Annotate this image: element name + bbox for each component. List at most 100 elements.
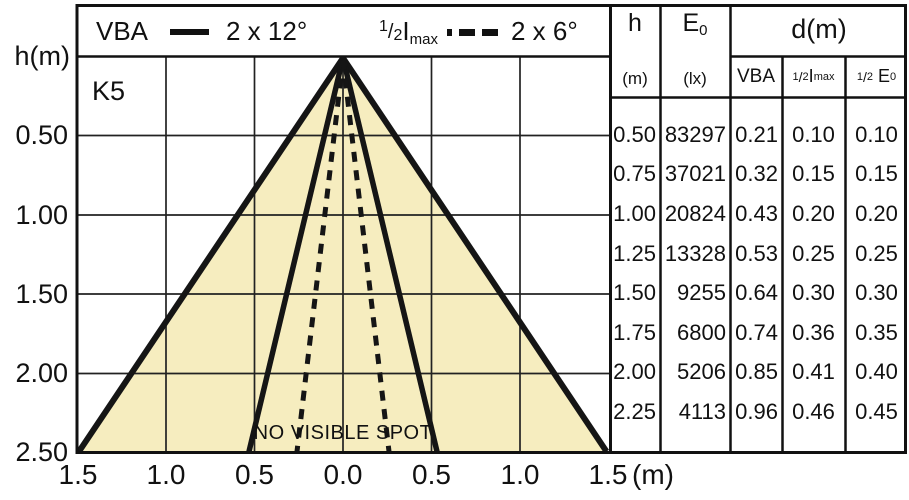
table-cell: 0.25 xyxy=(855,240,898,266)
e0-base: E xyxy=(878,66,891,86)
legend-dashed-line-swatch xyxy=(447,29,498,36)
table-cell: 2.25 xyxy=(613,398,656,424)
table-cell: 0.36 xyxy=(792,319,835,345)
table-cell: 0.30 xyxy=(792,280,835,306)
y-tick: 1.00 xyxy=(15,200,68,230)
legend-vba-angle: 2 x 12° xyxy=(226,16,308,46)
table-cell: 0.46 xyxy=(792,398,835,424)
y-tick: 1.50 xyxy=(15,279,68,309)
no-visible-spot-annotation: NO VISIBLE SPOT xyxy=(253,422,433,444)
header-e0: E0 xyxy=(682,9,707,39)
x-tick: 1.5 xyxy=(588,459,628,490)
x-tick: 1.5 xyxy=(58,459,98,490)
table-cell: 0.75 xyxy=(613,161,656,187)
frac-slash: / xyxy=(862,68,867,85)
frac-sup: 1 xyxy=(856,70,863,83)
dash-dot xyxy=(447,29,452,36)
e0-subscript: 0 xyxy=(890,70,897,83)
table-spacer xyxy=(730,98,782,115)
table-cell: 0.40 xyxy=(855,359,898,385)
table-cell: 2.00 xyxy=(613,359,656,385)
vba-line-right xyxy=(340,57,440,453)
header-h: h xyxy=(628,9,642,37)
table-cell: 0.15 xyxy=(855,161,898,187)
table-cell: 1.75 xyxy=(613,319,656,345)
e-subscript: 0 xyxy=(699,22,708,39)
table-cell: 9255 xyxy=(677,280,726,306)
table-cell: 0.25 xyxy=(792,240,835,266)
outer-border xyxy=(75,4,907,454)
subheader-half-e0: 1/2 E 0 xyxy=(845,55,908,98)
beam-edge-right xyxy=(340,56,609,454)
x-tick: 0.0 xyxy=(323,459,363,490)
e-base: E xyxy=(682,9,700,37)
y-tick: 2.00 xyxy=(15,358,68,388)
col-header-dm: d(m) xyxy=(791,14,847,44)
frac-sup: 1 xyxy=(792,70,799,83)
table-cell: 4113 xyxy=(678,398,726,424)
vba-beam-lines xyxy=(246,57,440,453)
y-tick: 2.50 xyxy=(15,437,68,467)
dash-segment xyxy=(459,29,475,36)
table-cell: 20824 xyxy=(664,200,726,226)
beam-edge-left xyxy=(76,56,346,454)
table-cell: 0.50 xyxy=(613,121,656,147)
frac-sup: 1 xyxy=(379,18,388,35)
table-cell: 0.21 xyxy=(735,121,778,147)
table-spacer xyxy=(782,98,845,115)
frame-lines xyxy=(75,4,907,454)
table-cell: 0.10 xyxy=(792,121,835,147)
x-tick: 1.0 xyxy=(500,459,540,490)
table-cell: 0.85 xyxy=(735,359,778,385)
table-cell: 6800 xyxy=(677,319,726,345)
imax-subscript: max xyxy=(409,31,438,48)
legend-imax-angle: 2 x 6° xyxy=(511,16,578,46)
header-h-unit: (m) xyxy=(622,69,648,88)
legend-vba-label: VBA xyxy=(96,16,149,46)
imax-subscript: max xyxy=(813,70,835,83)
frac-slash: / xyxy=(387,21,394,43)
table-cell: 0.30 xyxy=(855,280,898,306)
table-cell: 0.64 xyxy=(735,280,778,306)
table-cell: 1.00 xyxy=(613,200,656,226)
table-cell: 1.25 xyxy=(613,240,656,266)
legend-half-imax-label: 1/2Imax xyxy=(379,16,438,48)
frac-denominator: 2 xyxy=(866,70,873,83)
y-tick: 0.50 xyxy=(15,120,68,150)
table-cell: 0.96 xyxy=(735,398,778,424)
table-cell: 0.10 xyxy=(855,121,898,147)
x-tick: 0.5 xyxy=(412,459,451,490)
lens-code-label: K5 xyxy=(92,76,126,106)
col-header-e0: E0 (lx) xyxy=(660,4,730,98)
table-cell: 0.35 xyxy=(855,319,898,345)
table-cell: 1.50 xyxy=(613,280,656,306)
table-cell: 0.41 xyxy=(792,359,835,385)
header-e0-unit: (lx) xyxy=(683,69,707,88)
table-cell: 0.45 xyxy=(855,398,898,424)
table-cell: 0.32 xyxy=(735,161,778,187)
table-cell: 37021 xyxy=(664,161,726,187)
table-cell: 0.53 xyxy=(735,240,778,266)
frac-denominator: 2 xyxy=(802,70,809,83)
legend-solid-line-swatch xyxy=(170,29,209,35)
table-spacer xyxy=(610,98,660,115)
col-header-h: h (m) xyxy=(610,4,660,98)
table-cell: 0.15 xyxy=(792,161,835,187)
imax-base: I xyxy=(808,66,814,86)
frac-denominator: 2 xyxy=(393,27,403,44)
table-spacer xyxy=(660,98,730,115)
x-tick: 0.5 xyxy=(235,459,274,490)
table-cell: 83297 xyxy=(664,121,726,147)
subheader-vba: VBA xyxy=(736,65,776,87)
x-tick: 1.0 xyxy=(146,459,186,490)
imax-base: I xyxy=(402,16,410,46)
table-cell: 5206 xyxy=(677,359,726,385)
table-cell: 0.20 xyxy=(855,200,898,226)
dash-segment xyxy=(482,29,498,36)
grid-lines xyxy=(78,57,609,452)
table-cell: 0.74 xyxy=(735,319,778,345)
